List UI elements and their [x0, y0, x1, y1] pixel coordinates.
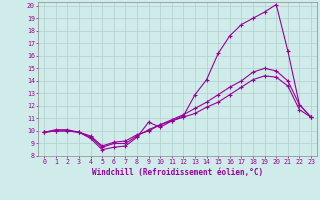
X-axis label: Windchill (Refroidissement éolien,°C): Windchill (Refroidissement éolien,°C) — [92, 168, 263, 177]
